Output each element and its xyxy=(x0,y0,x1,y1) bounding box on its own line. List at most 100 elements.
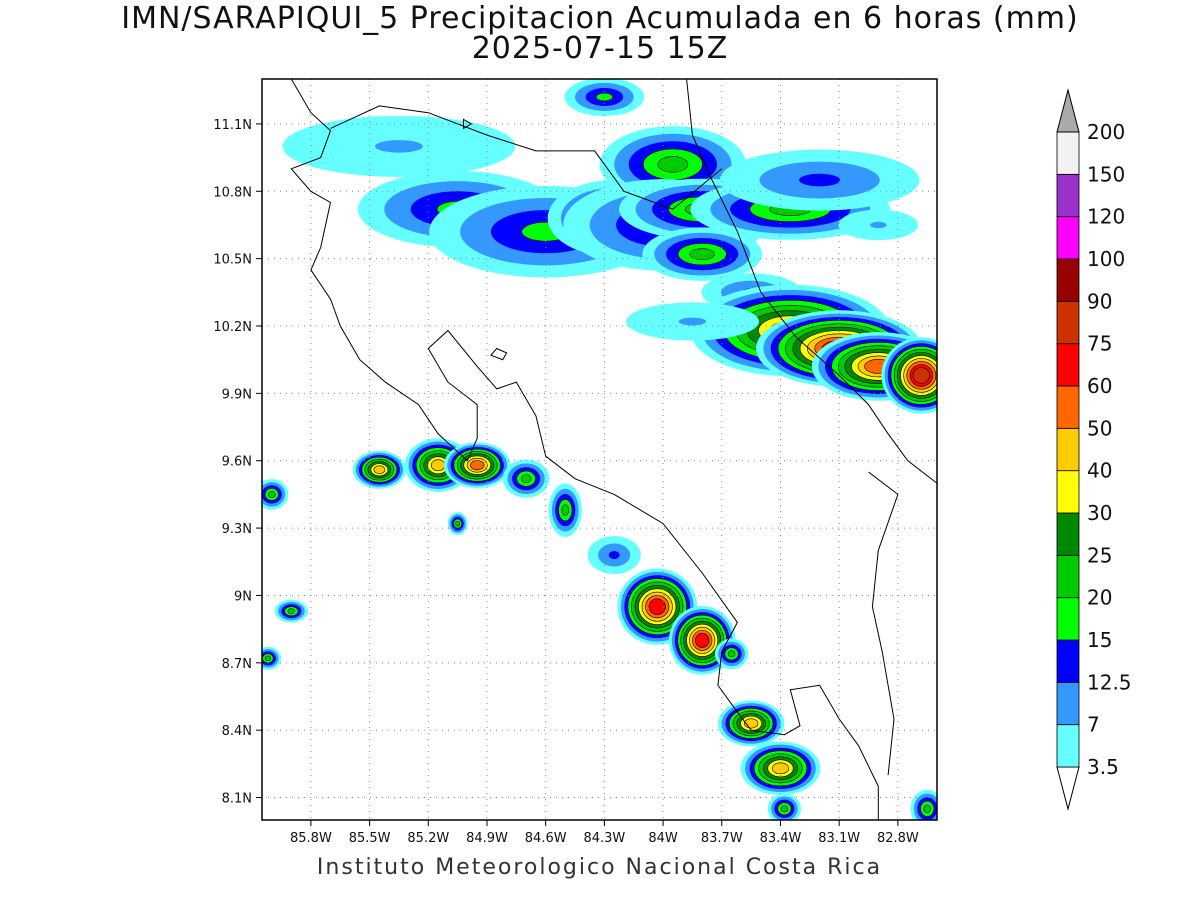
colorbar-level-label: 75 xyxy=(1087,332,1112,356)
lon-tick-label: 84.6W xyxy=(525,831,567,846)
lat-tick-label: 9.6N xyxy=(222,455,252,470)
island-outline xyxy=(463,118,473,130)
colorbar-segment xyxy=(1056,258,1080,302)
lon-tick-label: 84.9W xyxy=(466,831,508,846)
chart-title: IMN/SARAPIQUI_5 Precipitacion Acumulada … xyxy=(121,1,1079,36)
lon-tick-label: 84.3W xyxy=(583,831,625,846)
precip-cell xyxy=(838,209,919,241)
precip-contour xyxy=(780,805,789,813)
precip-cell xyxy=(881,337,937,414)
precip-cell xyxy=(719,149,920,211)
precip-contour xyxy=(287,608,296,614)
precip-cell xyxy=(767,793,802,820)
precip-cell xyxy=(274,599,308,623)
precip-contour xyxy=(521,474,532,483)
precip-cell xyxy=(502,459,550,498)
panama-border xyxy=(868,471,899,776)
precip-cell xyxy=(447,512,468,536)
map-frame xyxy=(261,78,938,821)
precip-contour xyxy=(870,221,887,229)
precip-cell xyxy=(262,646,282,670)
precip-contour xyxy=(678,317,707,326)
precip-cell xyxy=(617,568,698,645)
precip-contour xyxy=(561,504,569,516)
axis-ticks: 11.1N 10.8N 10.5N 10.2N 9.9N 9.6N 9.3N 9N 8.7N 8.… xyxy=(213,118,919,846)
lon-tick-label: 84W xyxy=(648,831,678,846)
colorbar-level-label: 100 xyxy=(1087,247,1125,271)
lat-tick-label: 9N xyxy=(234,589,252,604)
colorbar: 3.5 7 12.5 15 20 25 30 40 50 60 75 90 100 120 150 200 xyxy=(1056,88,1132,811)
lon-tick-label: 83.1W xyxy=(818,831,860,846)
colorbar-segment xyxy=(1056,597,1080,641)
colorbar-lower-arrow xyxy=(1056,766,1080,811)
precip-contour xyxy=(608,551,620,559)
precip-contour xyxy=(373,465,386,474)
precip-contour xyxy=(923,804,931,814)
precip-cell xyxy=(717,700,785,747)
precip-contour xyxy=(648,598,666,615)
precip-cell xyxy=(352,450,406,489)
precip-cell xyxy=(642,227,763,281)
lat-tick-label: 8.7N xyxy=(222,657,252,672)
pacific-coastline xyxy=(290,79,879,820)
colorbar-segment xyxy=(1056,173,1080,218)
lon-tick-label: 83.4W xyxy=(760,831,802,846)
precip-contour xyxy=(595,92,613,102)
colorbar-segment xyxy=(1056,724,1080,768)
island-outline xyxy=(490,347,508,361)
precip-layer xyxy=(262,79,937,820)
precip-contour xyxy=(455,520,461,527)
precip-cell xyxy=(282,115,516,177)
coastline-layer xyxy=(290,79,937,820)
precip-cell xyxy=(625,302,759,341)
precip-cell xyxy=(443,442,511,489)
colorbar-level-label: 15 xyxy=(1087,628,1112,652)
precip-cell xyxy=(714,638,749,670)
precip-cell xyxy=(740,741,821,796)
precip-contour xyxy=(268,490,276,498)
colorbar-segment xyxy=(1056,300,1080,345)
colorbar-level-label: 120 xyxy=(1087,205,1125,229)
precip-contour xyxy=(374,140,423,153)
colorbar-segment xyxy=(1056,639,1080,683)
lat-tick-label: 8.1N xyxy=(222,792,252,807)
colorbar-level-label: 40 xyxy=(1087,459,1112,483)
colorbar-level-label: 90 xyxy=(1087,289,1112,313)
colorbar-level-label: 20 xyxy=(1087,586,1112,610)
colorbar-segment xyxy=(1056,470,1080,514)
colorbar-level-label: 60 xyxy=(1087,374,1112,398)
colorbar-level-label: 200 xyxy=(1087,120,1125,144)
precip-contour xyxy=(771,762,789,775)
precip-contour xyxy=(264,655,271,661)
colorbar-level-label: 7 xyxy=(1087,713,1100,737)
precip-contour xyxy=(912,367,930,384)
precip-contour xyxy=(657,156,689,173)
lat-tick-label: 8.4N xyxy=(222,724,252,739)
colorbar-segment xyxy=(1056,427,1080,472)
lat-tick-label: 9.3N xyxy=(222,522,252,537)
colorbar-level-label: 30 xyxy=(1087,501,1112,525)
colorbar-segment xyxy=(1056,681,1080,726)
colorbar-segment xyxy=(1056,385,1080,429)
colorbar-upper-arrow xyxy=(1056,88,1080,133)
lat-tick-label: 10.2N xyxy=(213,320,252,335)
colorbar-segment xyxy=(1056,512,1080,556)
precip-contour xyxy=(695,632,710,648)
lat-tick-label: 9.9N xyxy=(222,387,252,402)
lon-tick-label: 85.8W xyxy=(290,831,332,846)
precip-contour xyxy=(689,248,715,260)
precip-cell xyxy=(587,535,641,575)
colorbar-segment xyxy=(1056,131,1080,175)
lat-tick-label: 10.8N xyxy=(213,185,252,200)
nicaragua-border xyxy=(330,105,723,210)
credit-text: Instituto Meteorologico Nacional Costa R… xyxy=(316,855,883,880)
colorbar-level-label: 150 xyxy=(1087,162,1125,186)
precip-cell xyxy=(564,79,645,117)
precip-cell xyxy=(548,483,582,537)
precip-cell xyxy=(910,789,937,820)
lon-tick-label: 82.8W xyxy=(877,831,919,846)
caribbean-coastline xyxy=(686,79,937,484)
colorbar-level-label: 3.5 xyxy=(1087,755,1119,779)
lon-tick-label: 85.5W xyxy=(349,831,391,846)
